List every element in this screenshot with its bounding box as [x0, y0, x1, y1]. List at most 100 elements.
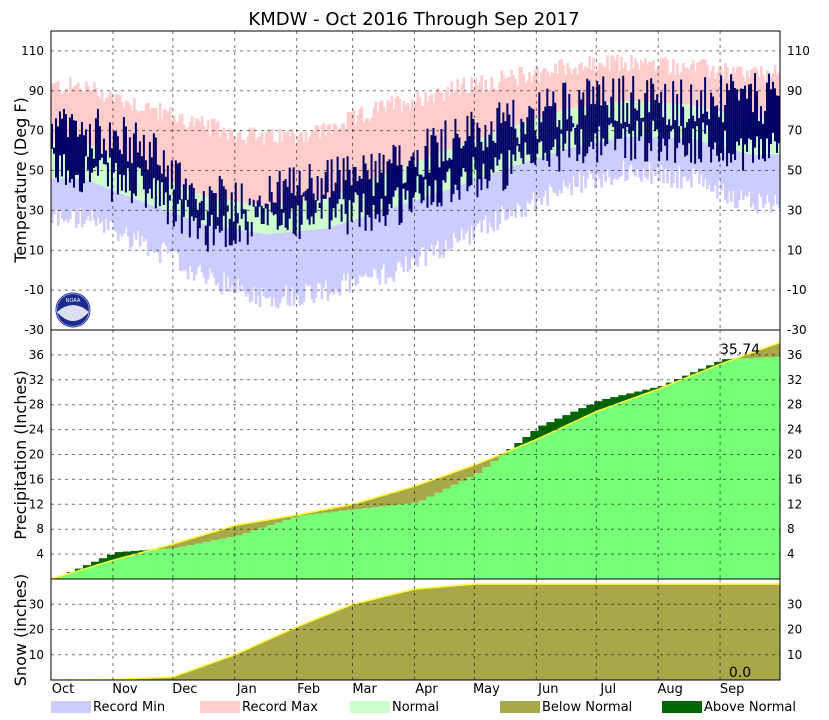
observed-temp-bar	[228, 218, 231, 246]
record-min-bar	[256, 232, 260, 297]
record-min-bar	[426, 196, 430, 250]
precip-observed-bar	[546, 434, 549, 579]
record-max-bar	[480, 75, 484, 138]
precip-above-normal-bar	[644, 389, 647, 395]
record-max-bar	[652, 60, 655, 103]
precip-above-normal-bar	[572, 411, 575, 423]
record-min-bar	[602, 141, 605, 174]
observed-temp-bar	[110, 148, 113, 202]
record-max-bar	[580, 62, 583, 107]
precip-observed-bar	[696, 373, 699, 579]
precip-above-normal-bar	[690, 372, 693, 377]
normal-range-bar	[100, 151, 104, 186]
observed-temp-bar	[224, 189, 227, 248]
record-min-bar	[240, 230, 244, 286]
record-max-bar	[542, 68, 545, 117]
observed-temp-bar	[760, 106, 763, 140]
precip-observed-bar	[416, 502, 420, 579]
record-max-bar	[574, 67, 577, 108]
precip-below-normal-bar	[742, 356, 745, 359]
precip-below-normal-bar	[310, 512, 314, 515]
observed-temp-bar	[696, 100, 699, 127]
record-min-bar	[698, 140, 701, 184]
record-max-bar	[430, 94, 434, 157]
temperature-ylabel: Temperature (Deg F)	[11, 97, 30, 264]
record-min-bar	[170, 212, 174, 252]
precip-below-normal-bar	[234, 525, 238, 536]
precip-above-normal-bar	[110, 554, 114, 561]
record-min-bar	[152, 206, 156, 253]
record-min-bar	[374, 213, 378, 271]
precip-below-normal-bar	[488, 459, 491, 468]
observed-temp-bar	[376, 182, 379, 215]
precip-observed-bar	[290, 517, 294, 579]
precip-observed-bar	[540, 437, 543, 579]
precip-below-normal-bar	[452, 472, 456, 485]
precip-above-normal-bar	[566, 415, 569, 426]
precip-below-normal-bar	[378, 496, 382, 507]
record-max-bar	[682, 62, 685, 105]
precip-observed-bar	[250, 530, 254, 579]
normal-range-bar	[620, 101, 623, 139]
precip-observed-bar	[714, 366, 717, 579]
record-max-bar	[500, 70, 503, 131]
precip-observed-bar	[458, 480, 462, 579]
precip-observed-bar	[152, 549, 156, 579]
observed-temp-bar	[400, 164, 403, 223]
precip-observed-bar	[484, 467, 488, 579]
precip-observed-bar	[306, 514, 310, 579]
precip-observed-bar	[200, 543, 204, 579]
record-min-bar	[638, 137, 641, 178]
observed-temp-bar	[230, 192, 233, 246]
precip-observed-bar	[106, 562, 110, 579]
record-min-bar	[536, 158, 539, 201]
precip-observed-bar	[280, 522, 284, 579]
precip-below-normal-bar	[204, 534, 208, 542]
observed-temp-bar	[334, 182, 337, 218]
precip-observed-bar	[498, 455, 501, 579]
precip-below-normal-bar	[374, 497, 378, 508]
precip-observed-bar	[176, 548, 180, 579]
precip-above-normal-bar	[646, 389, 649, 394]
precip-observed-bar	[572, 422, 575, 579]
record-max-bar	[220, 131, 224, 200]
record-min-bar	[626, 136, 629, 180]
precip-below-normal-bar	[420, 484, 424, 501]
observed-temp-bar	[544, 106, 547, 153]
observed-temp-bar	[364, 163, 367, 231]
temp-tick-label: -30	[787, 323, 807, 337]
precip-below-normal-bar	[266, 520, 270, 526]
precip-above-normal-bar	[676, 379, 679, 382]
observed-temp-bar	[156, 164, 159, 181]
precip-observed-bar	[514, 448, 517, 579]
precip-observed-bar	[100, 563, 104, 579]
precip-below-normal-bar	[482, 461, 486, 468]
observed-temp-bar	[678, 126, 681, 143]
observed-temp-bar	[386, 161, 389, 215]
observed-temp-bar	[130, 163, 133, 204]
normal-range-bar	[242, 202, 246, 231]
precip-observed-bar	[436, 492, 440, 579]
normal-range-bar	[246, 203, 250, 232]
precip-observed-bar	[92, 566, 96, 579]
observed-temp-bar	[444, 120, 447, 183]
precip-above-normal-bar	[116, 552, 120, 560]
record-min-bar	[526, 161, 529, 202]
observed-temp-bar	[140, 156, 143, 176]
precip-observed-bar	[558, 429, 561, 579]
record-min-bar	[158, 208, 162, 263]
record-min-bar	[750, 154, 753, 208]
record-min-bar	[300, 230, 304, 305]
precip-observed-bar	[758, 357, 761, 579]
precip-below-normal-bar	[764, 348, 767, 358]
legend-label: Record Max	[242, 700, 318, 715]
precip-observed-bar	[238, 535, 242, 579]
precip-observed-bar	[256, 530, 260, 579]
record-min-bar	[616, 138, 619, 180]
precip-below-normal-bar	[422, 483, 426, 501]
precip-above-normal-bar	[536, 431, 539, 440]
precip-below-normal-bar	[490, 458, 493, 462]
record-max-bar	[566, 62, 569, 109]
observed-temp-bar	[740, 88, 743, 139]
